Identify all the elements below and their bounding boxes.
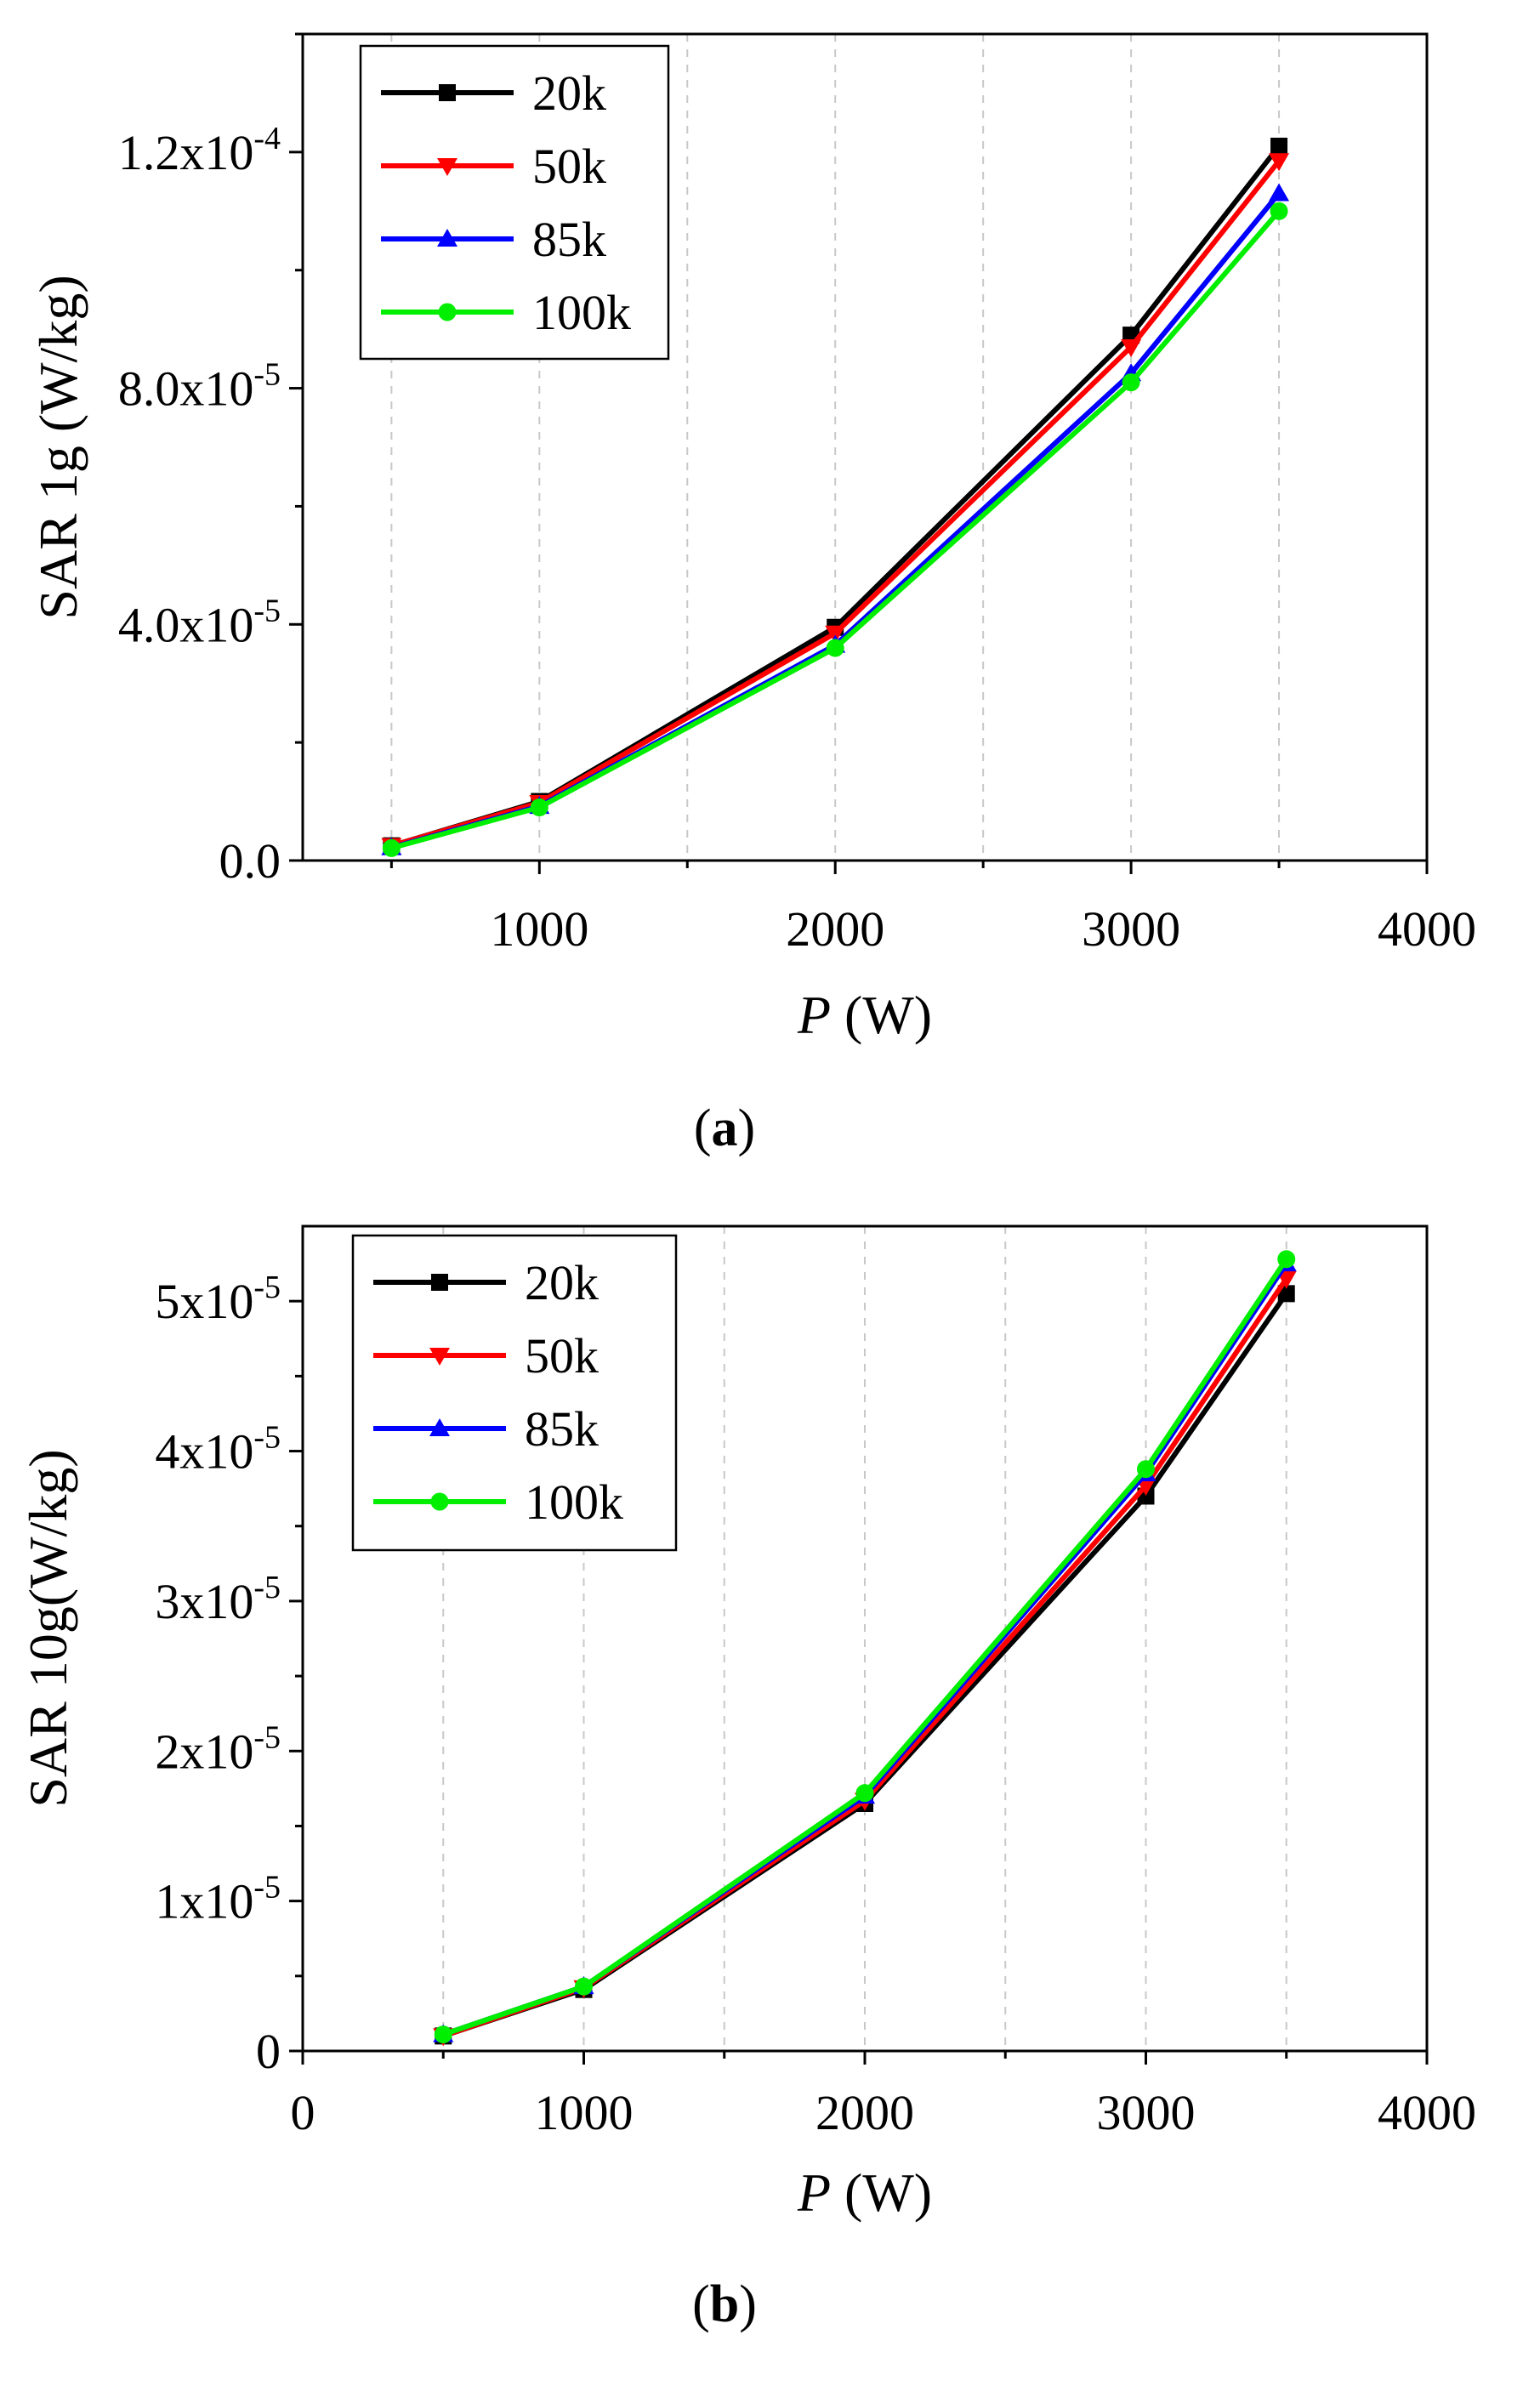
legend-marker-85k — [437, 229, 457, 247]
y-tick-label: 1.2x10-4 — [118, 121, 281, 180]
x-axis: 1000 2000 3000 4000 — [389, 861, 1476, 957]
y-tick-label: 4.0x10-5 — [118, 593, 281, 652]
data-point-100k — [1137, 1460, 1155, 1479]
legend: 20k 50k 85k 100k — [351, 1234, 678, 1552]
legend-marker-20k — [431, 1274, 448, 1291]
x-axis-title: P (W) — [797, 985, 932, 1045]
legend-marker-100k — [430, 1492, 449, 1511]
x-tick-label: 3000 — [1097, 2085, 1196, 2140]
series — [381, 137, 1290, 857]
y-tick-label: 1x10-5 — [155, 1870, 281, 1929]
legend-label-20k: 20k — [532, 65, 606, 121]
y-tick-label: 2x10-5 — [155, 1719, 281, 1779]
y-tick-label: 5x10-5 — [155, 1270, 281, 1329]
y-axis: 0 1x10-5 2x10-5 3x10-5 4x10-5 5x10-5 — [155, 1270, 303, 2079]
x-tick-label: 2000 — [815, 2085, 914, 2140]
x-tick-label: 4000 — [1378, 901, 1476, 957]
chart-b: 0 1000 2000 3000 4000 0 1x10-5 2x10-5 3x10-5 4x10… — [18, 1224, 1476, 2333]
x-tick-label: 3000 — [1082, 901, 1180, 957]
x-axis: 0 1000 2000 3000 4000 — [291, 2051, 1476, 2140]
legend-label-50k: 50k — [525, 1328, 599, 1383]
data-point-100k — [1277, 1250, 1296, 1269]
data-point-100k — [826, 639, 844, 657]
series-100k — [434, 1250, 1296, 2044]
legend-label-85k: 85k — [532, 212, 606, 267]
data-point-100k — [530, 798, 548, 817]
data-point-50k — [1269, 153, 1290, 172]
legend-label-20k: 20k — [525, 1255, 599, 1310]
figure-caption: (a) — [694, 1099, 755, 1157]
legend-box — [359, 44, 670, 361]
plot-frame — [301, 32, 1429, 862]
legend-marker-50k — [429, 1348, 450, 1366]
y-tick-label: 8.0x10-5 — [118, 357, 281, 417]
y-tick-label: 0.0 — [219, 833, 281, 889]
data-point-85k — [1269, 183, 1290, 202]
data-point-100k — [1122, 373, 1140, 392]
legend-box — [351, 1234, 678, 1552]
legend-marker-85k — [429, 1418, 450, 1436]
series — [433, 1250, 1297, 2047]
x-tick-label: 0 — [291, 2085, 315, 2140]
data-point-20k — [1270, 137, 1288, 155]
legend-marker-20k — [439, 84, 456, 101]
data-point-100k — [855, 1784, 874, 1803]
legend: 20k 50k 85k 100k — [359, 44, 670, 361]
legend-label-85k: 85k — [525, 1401, 599, 1457]
chart-a: 1000 2000 3000 4000 0.0 4.0x10-5 8.0x10-5 1.2x1… — [28, 32, 1476, 1157]
y-axis-title: SAR 1g (W/kg) — [28, 275, 88, 619]
y-axis-title: SAR 10g(W/kg) — [18, 1449, 78, 1807]
data-point-100k — [382, 838, 401, 857]
data-point-50k — [1121, 338, 1142, 357]
y-tick-label: 0 — [256, 2024, 281, 2079]
y-axis: 0.0 4.0x10-5 8.0x10-5 1.2x10-4 — [118, 32, 303, 889]
x-tick-label: 1000 — [490, 901, 588, 957]
legend-marker-50k — [437, 158, 457, 176]
x-tick-label: 4000 — [1378, 2085, 1476, 2140]
legend-marker-100k — [438, 303, 457, 321]
data-point-100k — [434, 2025, 452, 2044]
data-point-100k — [1270, 202, 1288, 220]
x-tick-label: 2000 — [786, 901, 884, 957]
data-point-100k — [575, 1977, 593, 1996]
legend-label-50k: 50k — [532, 139, 606, 194]
y-tick-label: 3x10-5 — [155, 1570, 281, 1629]
x-tick-label: 1000 — [535, 2085, 634, 2140]
series-100k — [382, 202, 1288, 857]
legend-label-100k: 100k — [532, 285, 631, 340]
x-axis-title: P (W) — [797, 2162, 932, 2223]
figure-caption: (b) — [692, 2275, 757, 2333]
y-tick-label: 4x10-5 — [155, 1420, 281, 1480]
data-point-50k — [825, 625, 846, 644]
legend-label-100k: 100k — [525, 1474, 623, 1530]
